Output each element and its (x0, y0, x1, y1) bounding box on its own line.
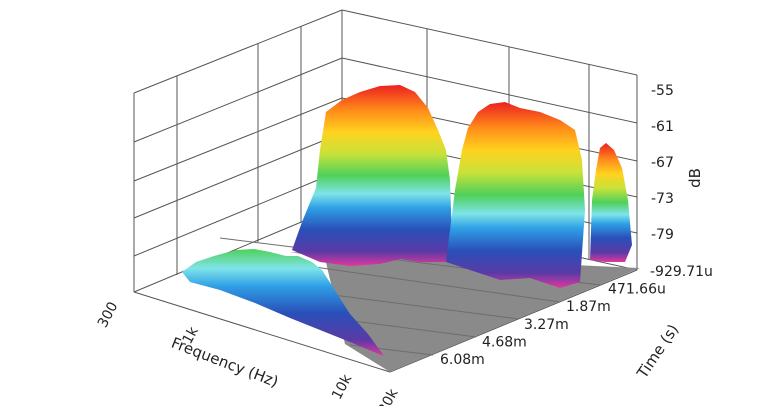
z-tick-label: -73 (651, 191, 674, 207)
y-tick-label: 3.27m (524, 317, 569, 333)
y-tick-label: -929.71u (650, 264, 713, 280)
y-axis-label: Time (s) (633, 321, 683, 382)
z-axis-label: dB (686, 168, 704, 188)
surface-peak-6k (446, 102, 585, 288)
x-axis-label: Frequency (Hz) (169, 334, 281, 391)
z-axis-ticks: -55 -61 -67 -73 -79 (651, 83, 674, 243)
x-tick-label: 1k (180, 324, 203, 347)
z-tick-label: -55 (651, 83, 674, 99)
z-tick-label: -79 (651, 227, 674, 243)
y-tick-label: 4.68m (482, 334, 527, 350)
y-tick-label: 1.87m (566, 299, 611, 315)
x-tick-label: 20k (375, 386, 402, 406)
surface (182, 85, 632, 356)
surface-peak-12k (590, 143, 632, 262)
x-tick-label: 300 (95, 299, 122, 330)
x-tick-label: 10k (329, 371, 356, 402)
z-tick-label: -61 (651, 119, 674, 135)
z-tick-label: -67 (651, 155, 674, 171)
surface-front-ridge (182, 249, 384, 356)
y-tick-label: 6.08m (440, 352, 485, 368)
y-tick-label: 471.66u (608, 282, 666, 298)
surface-peak-2k (292, 85, 452, 266)
